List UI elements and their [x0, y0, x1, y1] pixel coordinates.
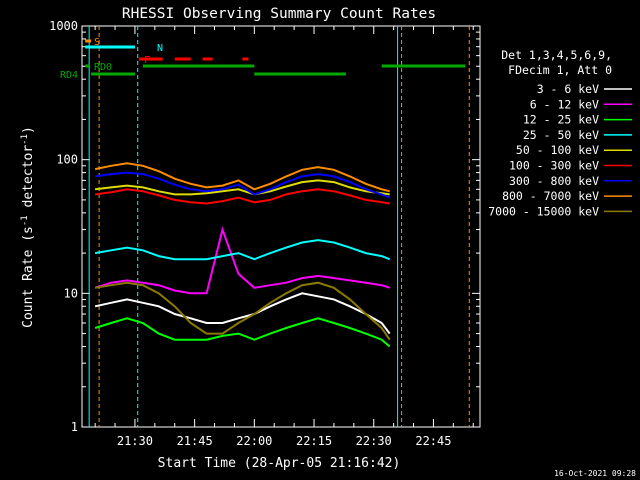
series-line-6 [94, 171, 391, 199]
footer-timestamp: 16-Oct-2021 09:28 [554, 469, 636, 478]
legend-label: 7000 - 15000 keV [488, 204, 599, 218]
legend-label: 300 - 800 keV [509, 174, 599, 188]
series-line-8 [94, 281, 391, 341]
legend-label: 3 - 6 keV [537, 82, 599, 96]
y-axis: 1 10 100 1000 [49, 19, 480, 434]
series-line-2 [94, 317, 391, 348]
series-line-5 [94, 188, 390, 205]
legend-label: 50 - 100 keV [516, 143, 599, 157]
y-axis-label: Count Rate (s-1 detector-1) [20, 126, 36, 328]
series-line-4 [94, 179, 390, 196]
flag-label-s: S [94, 37, 100, 48]
series-lines [94, 162, 391, 348]
series-line-1 [94, 226, 391, 295]
x-tick-label: 22:15 [296, 434, 332, 448]
flag-label-f: F [144, 55, 150, 66]
y-tick-label: 1000 [49, 19, 78, 33]
legend-header: Det 1,3,4,5,6,9, [501, 48, 612, 62]
flag-label-rd0: RD0 [94, 62, 112, 73]
series-line-3 [94, 239, 391, 261]
legend-label: 25 - 50 keV [523, 128, 599, 142]
x-tick-label: 21:30 [117, 434, 153, 448]
legend-header: FDecim 1, Att 0 [508, 63, 612, 77]
legend-label: 100 - 300 keV [509, 159, 599, 173]
y-tick-label: 10 [64, 286, 78, 300]
x-tick-label: 22:00 [236, 434, 272, 448]
y-tick-label: 1 [71, 420, 78, 434]
vertical-markers [88, 26, 470, 427]
flag-bars: S NF RD0 RD4 [60, 37, 466, 81]
x-axis-label: Start Time (28-Apr-05 21:16:42) [158, 456, 401, 471]
series-line-7 [94, 162, 390, 193]
legend-label: 800 - 7000 keV [502, 189, 599, 203]
legend-label: 6 - 12 keV [530, 97, 599, 111]
x-tick-label: 22:45 [415, 434, 451, 448]
chart-title: RHESSI Observing Summary Count Rates [122, 6, 436, 22]
y-tick-label: 100 [56, 153, 78, 167]
x-tick-label: 22:30 [356, 434, 392, 448]
x-tick-label: 21:45 [177, 434, 213, 448]
flag-label-n: N [157, 43, 163, 54]
series-line-0 [94, 292, 391, 335]
flag-label-rd4: RD4 [60, 70, 78, 81]
plot-frame [81, 25, 481, 428]
legend-label: 12 - 25 keV [523, 113, 599, 127]
x-axis: 21:30 21:45 22:00 22:15 22:30 22:45 [94, 26, 474, 448]
legend: Det 1,3,4,5,6,9,FDecim 1, Att 0 3 - 6 keV… [488, 48, 632, 218]
